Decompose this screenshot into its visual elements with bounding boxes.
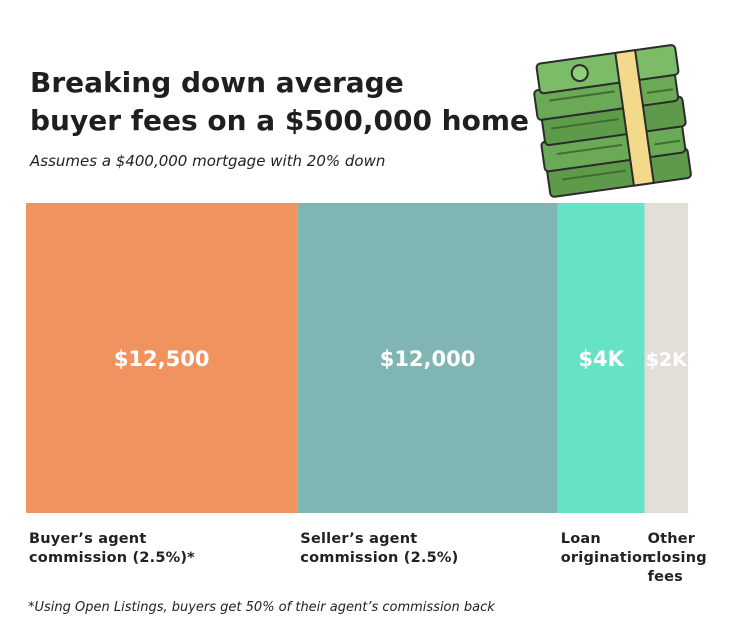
- bar-1: [26, 203, 298, 513]
- category-label-1: Buyer’s agent commission (2.5%)*: [29, 531, 195, 566]
- bar-value-label-3: $4K: [578, 347, 624, 371]
- bar-2: [297, 203, 558, 513]
- money-stack-icon: [533, 44, 692, 198]
- footnote: *Using Open Listings, buyers get 50% of …: [28, 600, 495, 615]
- title-line-2: buyer fees on a $500,000 home: [30, 104, 530, 137]
- bar-4: [644, 203, 688, 513]
- category-label-3: Loan origination: [560, 531, 653, 566]
- chart-title: Breaking down average buyer fees on a $5…: [30, 64, 550, 140]
- bar-value-label-1: $12,500: [114, 347, 210, 371]
- category-label-4: Other closing fees: [647, 531, 707, 585]
- bar-value-label-2: $12,000: [380, 347, 476, 371]
- category-label-2: Seller’s agent commission (2.5%): [300, 531, 459, 566]
- bar-3: [557, 203, 645, 513]
- chart-subtitle: Assumes a $400,000 mortgage with 20% dow…: [30, 152, 386, 170]
- bar-value-label-4: $2K: [646, 349, 688, 371]
- title-line-1: Breaking down average: [30, 66, 404, 99]
